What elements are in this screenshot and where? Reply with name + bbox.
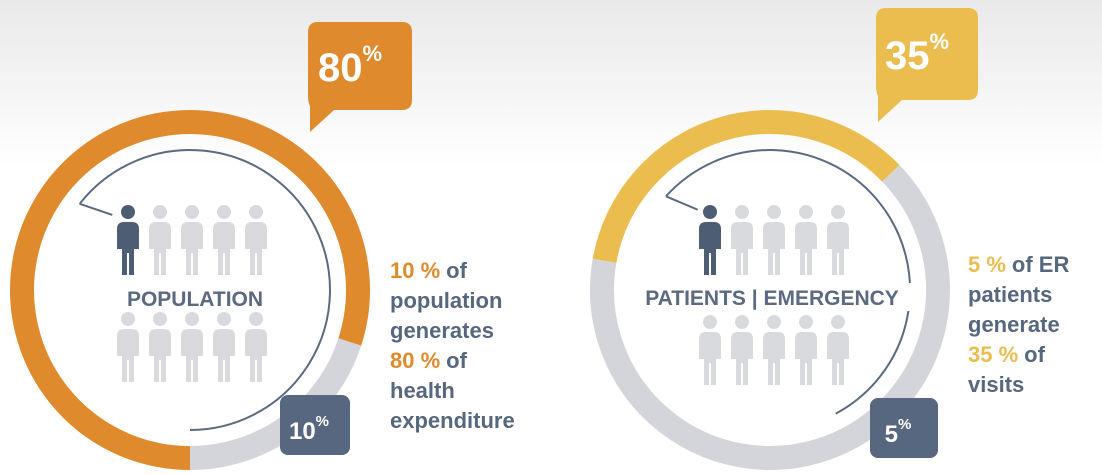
inner-arc xyxy=(665,149,911,415)
caption-highlight: 35 % xyxy=(968,342,1018,367)
caption-highlight: 10 % xyxy=(390,258,440,283)
donut-rest xyxy=(590,164,950,470)
inner-tick xyxy=(79,202,113,216)
caption-text: patients xyxy=(968,282,1052,307)
person-head xyxy=(703,205,717,219)
person-body xyxy=(827,332,849,385)
person-body xyxy=(213,329,235,382)
person-body xyxy=(795,222,817,275)
callout-number: 80 xyxy=(318,46,363,90)
small-number: 10 xyxy=(289,418,316,445)
caption-text: of xyxy=(1024,342,1045,367)
small-box xyxy=(280,395,350,455)
person-body xyxy=(117,222,139,275)
caption-highlight: 5 % xyxy=(968,252,1006,277)
person-head xyxy=(153,205,167,219)
callout-value: 35% xyxy=(885,29,949,78)
caption-line: health xyxy=(390,378,455,403)
label-backdrop xyxy=(117,284,273,312)
caption-text: of xyxy=(446,258,467,283)
person-body xyxy=(763,222,785,275)
caption-line: expenditure xyxy=(390,408,515,433)
person-head xyxy=(735,315,749,329)
caption-line: 35 % of xyxy=(968,342,1046,367)
caption-line: 80 % of xyxy=(390,348,468,373)
person-body xyxy=(699,332,721,385)
person-head xyxy=(249,312,263,326)
caption-text: of ER xyxy=(1012,252,1070,277)
donut-arc xyxy=(10,110,370,470)
donut-label: PATIENTS | EMERGENCY xyxy=(645,287,899,310)
small-unit: % xyxy=(898,416,911,433)
caption-text: expenditure xyxy=(390,408,515,433)
person-head xyxy=(185,205,199,219)
person-head xyxy=(185,312,199,326)
caption-text: of xyxy=(446,348,467,373)
caption-line: population xyxy=(390,288,502,313)
callout-bubble xyxy=(876,8,978,122)
small-value: 5% xyxy=(885,416,912,448)
caption-line: patients xyxy=(968,282,1052,307)
caption-line: generate xyxy=(968,312,1060,337)
caption-line: 5 % of ER xyxy=(968,252,1069,277)
person-body xyxy=(149,222,171,275)
person-body xyxy=(149,329,171,382)
caption-highlight: 80 % xyxy=(390,348,440,373)
person-body xyxy=(795,332,817,385)
person-head xyxy=(217,312,231,326)
small-box xyxy=(870,398,938,458)
person-body xyxy=(117,329,139,382)
person-head xyxy=(249,205,263,219)
caption-line: visits xyxy=(968,372,1024,397)
person-body xyxy=(181,222,203,275)
person-head xyxy=(767,205,781,219)
person-head xyxy=(831,205,845,219)
callout-unit: % xyxy=(362,41,382,66)
callout-number: 35 xyxy=(885,34,930,78)
person-body xyxy=(731,332,753,385)
caption-text: visits xyxy=(968,372,1024,397)
donut-label: POPULATION xyxy=(127,288,263,311)
person-head xyxy=(799,205,813,219)
person-body xyxy=(245,329,267,382)
caption-text: generate xyxy=(968,312,1060,337)
person-head xyxy=(153,312,167,326)
inner-tick xyxy=(665,195,699,211)
small-unit: % xyxy=(316,413,329,430)
person-head xyxy=(767,315,781,329)
donut-arc xyxy=(592,110,900,263)
caption-text: generates xyxy=(390,318,494,343)
small-value: 10% xyxy=(289,413,329,445)
label-backdrop xyxy=(632,283,912,311)
person-head xyxy=(217,205,231,219)
person-body xyxy=(699,222,721,275)
caption-line: generates xyxy=(390,318,494,343)
person-body xyxy=(181,329,203,382)
person-head xyxy=(831,315,845,329)
person-head xyxy=(121,312,135,326)
person-body xyxy=(763,332,785,385)
person-body xyxy=(731,222,753,275)
inner-arc xyxy=(78,149,331,431)
caption-line: 10 % of xyxy=(390,258,468,283)
person-head xyxy=(799,315,813,329)
callout-unit: % xyxy=(929,29,949,54)
callout-bubble xyxy=(308,22,412,132)
person-body xyxy=(245,222,267,275)
small-number: 5 xyxy=(885,421,898,448)
person-body xyxy=(827,222,849,275)
person-body xyxy=(213,222,235,275)
callout-value: 80% xyxy=(318,41,382,90)
caption-text: health xyxy=(390,378,455,403)
person-head xyxy=(735,205,749,219)
caption-text: population xyxy=(390,288,502,313)
person-head xyxy=(703,315,717,329)
person-head xyxy=(121,205,135,219)
